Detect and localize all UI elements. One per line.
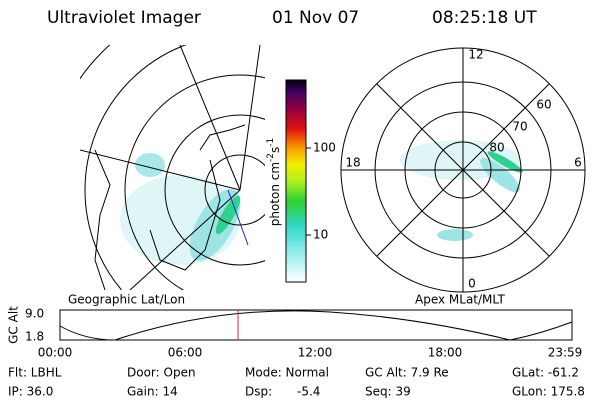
date: 01 Nov 07 <box>272 8 359 28</box>
mlat-label: 70 <box>512 120 527 134</box>
panel-label: Geographic Lat/Lon <box>68 293 185 307</box>
time: 08:25:18 UT <box>432 8 537 28</box>
polar-plot: 12 18 6 0 60 70 80 <box>340 47 586 293</box>
colorbar-label: photon cm-2s-1 <box>266 138 282 227</box>
geographic-map <box>80 45 265 290</box>
orbit-plot <box>59 309 573 341</box>
info: Dsp: <box>245 385 272 399</box>
y-tick-label: 1.8 <box>25 330 44 344</box>
exponent: -2 <box>266 153 276 162</box>
info: -5.4 <box>297 385 320 399</box>
colorbar <box>285 79 307 283</box>
y-axis-label: GC Alt <box>7 306 21 344</box>
mlat-label: 80 <box>489 141 504 155</box>
mlt-label: 6 <box>574 156 582 170</box>
mlat-label: 60 <box>536 98 551 112</box>
info: Mode: Normal <box>245 366 329 380</box>
y-tick-label: 9.0 <box>25 307 44 321</box>
panel-label: Apex MLat/MLT <box>415 293 505 307</box>
info: Door: Open <box>127 366 196 380</box>
exponent: -1 <box>266 138 276 147</box>
mlt-label: 18 <box>345 156 360 170</box>
info: Flt: LBHL <box>8 366 62 380</box>
x-tick-label: 23:59 <box>548 346 583 360</box>
colorbar-tick: 100 <box>313 141 336 155</box>
mlt-label: 12 <box>468 48 483 62</box>
title: Ultraviolet Imager <box>47 8 201 28</box>
mlt-label: 0 <box>468 277 476 291</box>
x-tick-label: 18:00 <box>428 346 463 360</box>
info: GC Alt: 7.9 Re <box>365 366 449 380</box>
x-tick-label: 12:00 <box>298 346 333 360</box>
info: Gain: 14 <box>127 385 178 399</box>
label: photon cm <box>268 162 282 226</box>
x-tick-label: 06:00 <box>168 346 203 360</box>
info: IP: 36.0 <box>8 385 53 399</box>
info: Seq: 39 <box>365 385 411 399</box>
info: GLon: 175.8 <box>512 385 585 399</box>
orbit-curve <box>59 310 573 341</box>
x-tick-label: 00:00 <box>38 346 73 360</box>
unit: s <box>268 147 282 153</box>
colorbar-tick: 10 <box>313 228 328 242</box>
info: GLat: -61.2 <box>512 366 579 380</box>
